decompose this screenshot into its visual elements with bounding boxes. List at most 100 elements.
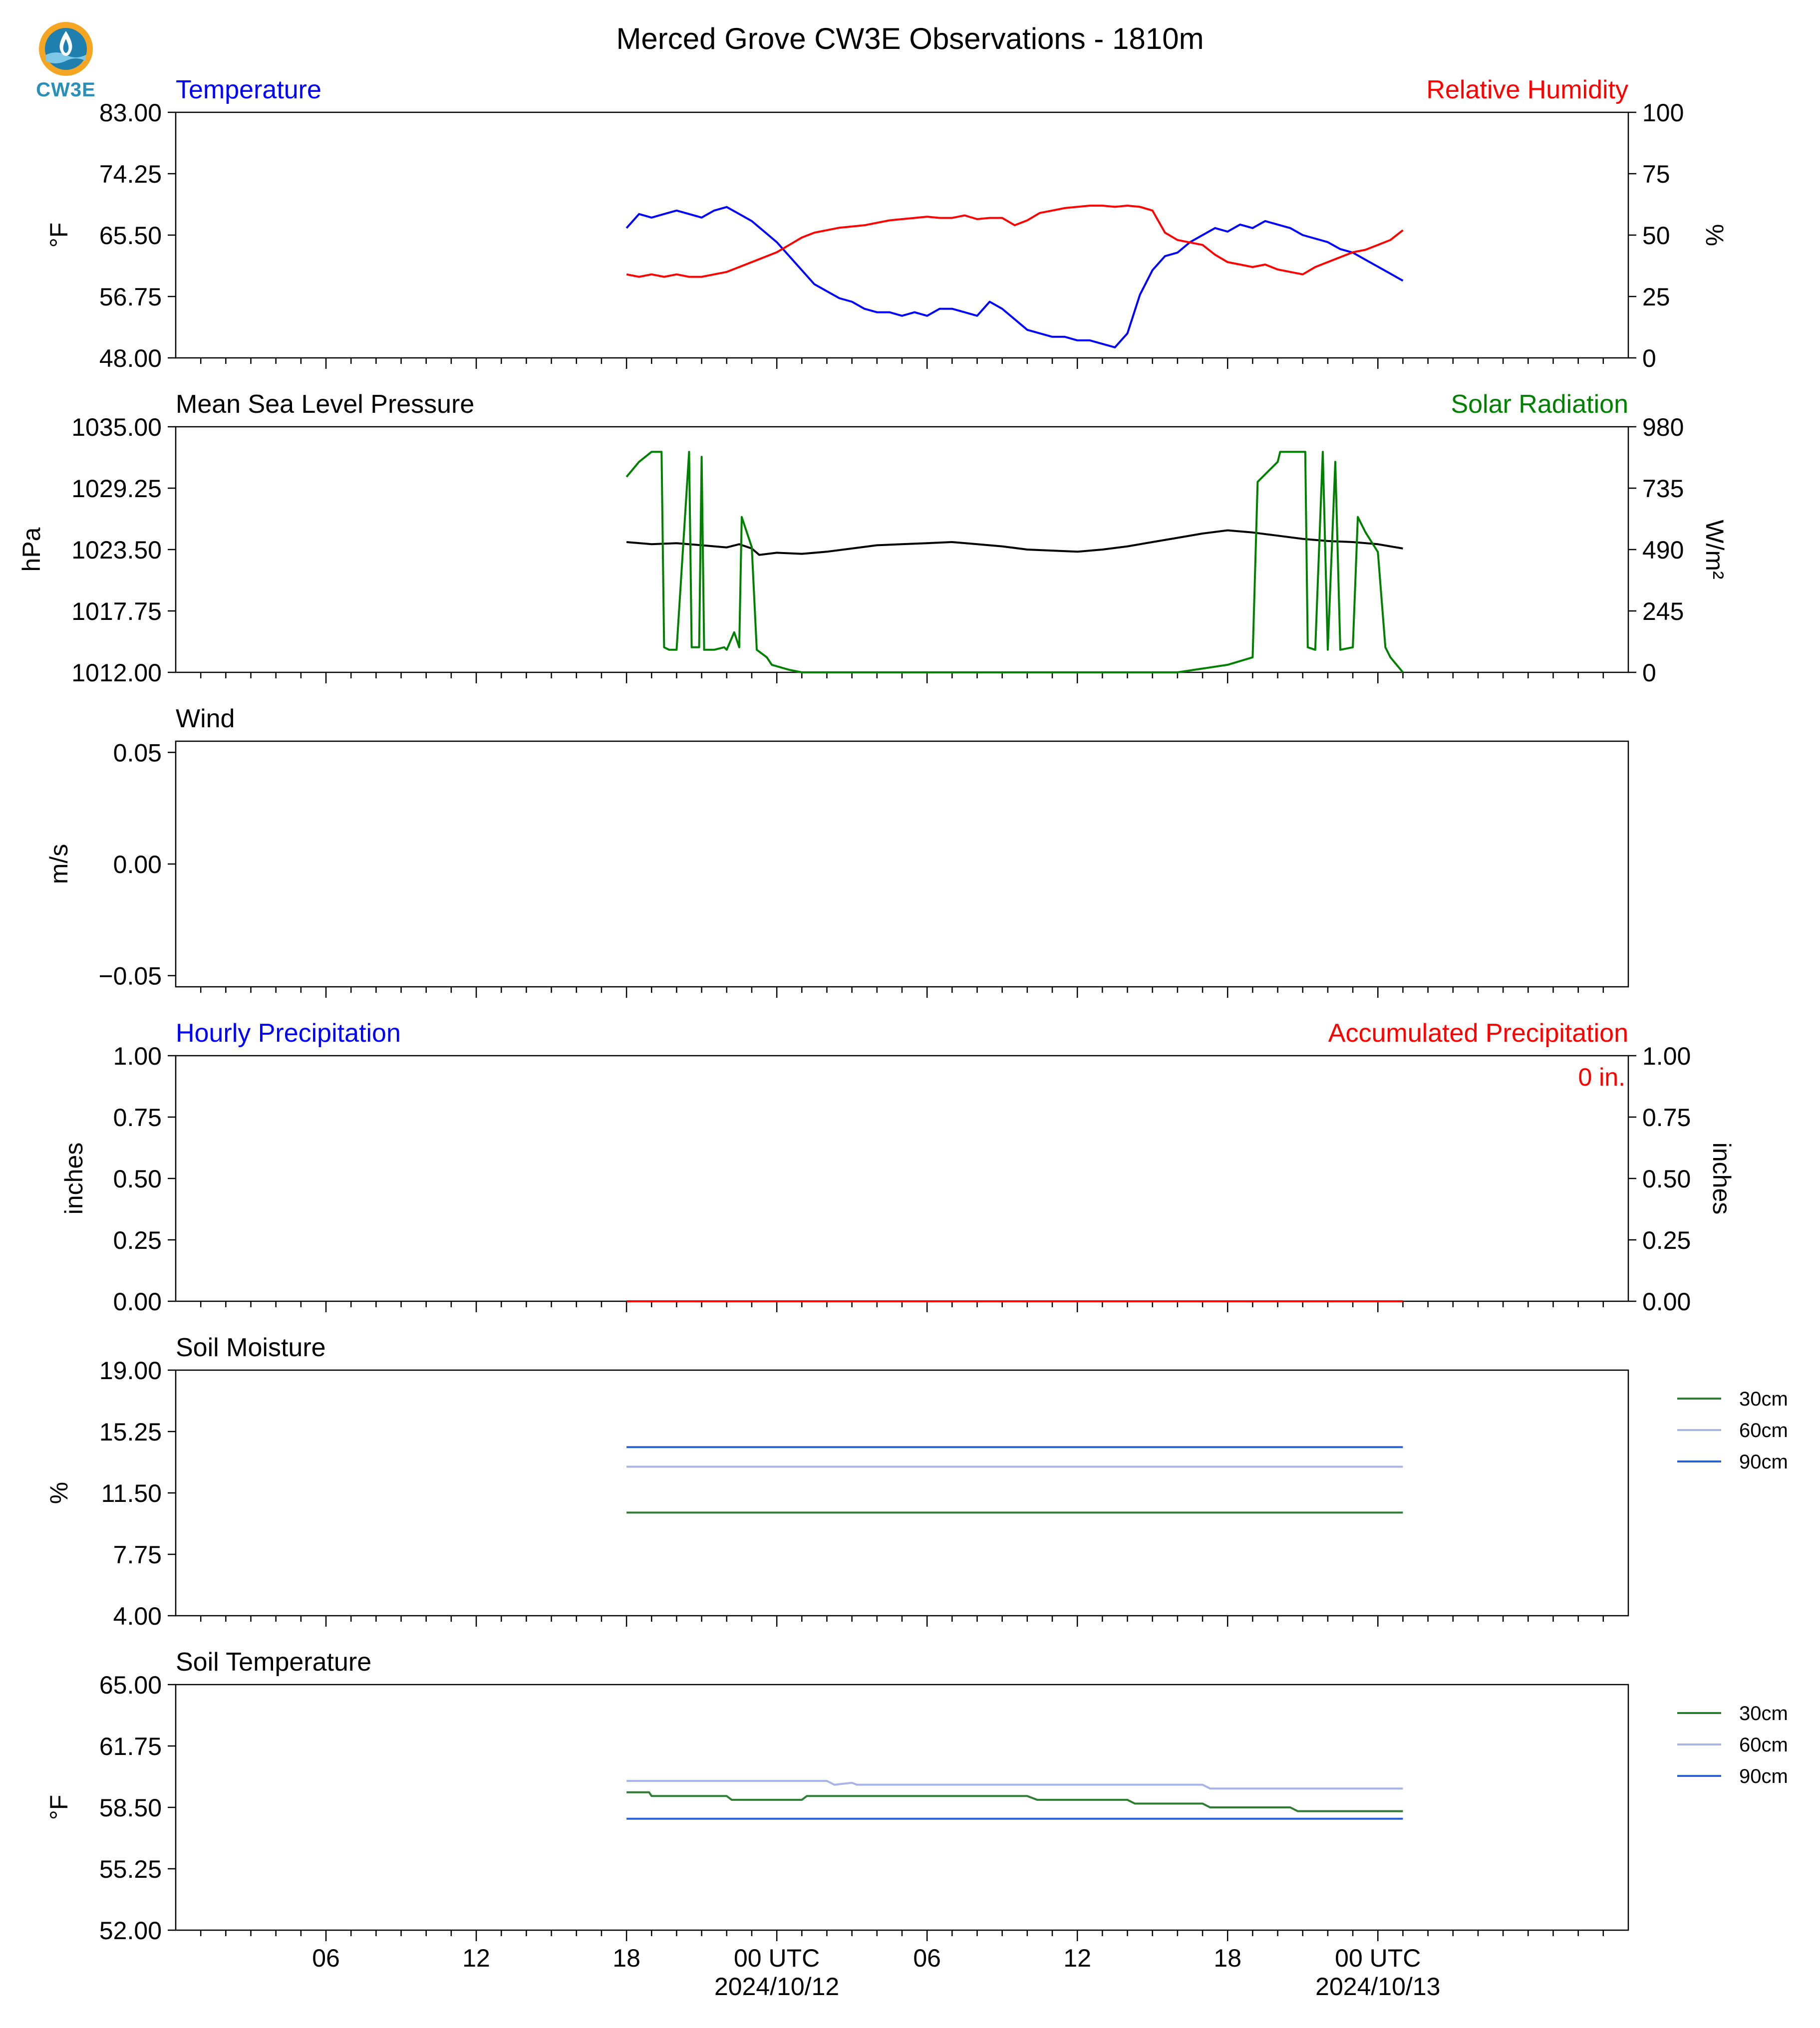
y-axis-right-label: inches	[1708, 1143, 1736, 1215]
y-axis-right-label: W/m²	[1701, 520, 1729, 579]
ytick-label: 11.50	[101, 1479, 162, 1507]
ytick-label: 7.75	[113, 1541, 162, 1569]
panel-title-left: Mean Sea Level Pressure	[176, 390, 474, 419]
ytick-right-label: 0.25	[1642, 1226, 1691, 1254]
xtick-date-label: 2024/10/13	[1315, 1973, 1440, 2001]
ytick-label: 65.00	[99, 1671, 162, 1699]
ytick-right-label: 0	[1642, 344, 1656, 372]
ytick-label: 65.50	[99, 222, 162, 250]
ytick-label: −0.05	[98, 962, 162, 990]
ytick-right-label: 490	[1642, 536, 1684, 564]
chart-panel-1: Mean Sea Level Pressure Solar Radiation 10…	[17, 390, 1729, 687]
series-line-mean-sea-level-pressure	[626, 529, 1403, 556]
figure-title: Merced Grove CW3E Observations - 1810m	[616, 22, 1204, 55]
ytick-right-label: 245	[1642, 597, 1684, 625]
ytick-label: 0.00	[113, 1288, 162, 1316]
ytick-label: 4.00	[113, 1602, 162, 1630]
series-line-relative-humidity	[626, 205, 1404, 278]
legend-label: 60cm	[1739, 1420, 1788, 1442]
plot-frame	[175, 740, 1629, 988]
xtick-date-label: 2024/10/12	[714, 1973, 839, 2001]
ytick-label: 1035.00	[71, 413, 162, 441]
panel-title-left: Hourly Precipitation	[176, 1019, 401, 1048]
ytick-right-label: 1.00	[1642, 1042, 1691, 1070]
cw3e-logo: CW3E	[31, 20, 101, 105]
plot-frame	[175, 111, 1629, 359]
legend-label: 90cm	[1739, 1451, 1788, 1473]
plot-frame	[175, 1369, 1629, 1617]
ytick-label: 83.00	[99, 99, 162, 127]
series-line-solar-radiation	[625, 451, 1404, 673]
panel-title-right: Relative Humidity	[1426, 75, 1628, 104]
logo-icon	[39, 22, 93, 76]
ytick-label: 0.75	[113, 1104, 162, 1132]
ytick-label: 74.25	[99, 160, 162, 188]
ytick-label: 58.50	[99, 1794, 162, 1822]
panel-title-left: Soil Moisture	[176, 1333, 326, 1362]
y-axis-label: inches	[60, 1143, 88, 1215]
xtick-label: 18	[1213, 1944, 1241, 1972]
ytick-right-label: 980	[1642, 413, 1684, 441]
chart-panel-2: Wind 0.05 0.00 −0.05 m/s	[45, 704, 1629, 998]
y-axis-label: hPa	[17, 527, 45, 572]
y-axis-label: m/s	[45, 844, 73, 884]
ytick-right-label: 735	[1642, 475, 1684, 503]
xtick-label: 06	[913, 1944, 941, 1972]
accumulated-annotation: 0 in.	[1578, 1063, 1625, 1091]
chart-panel-0: Temperature Relative Humidity 83.00 74.25 65…	[45, 75, 1729, 372]
y-axis-label: °F	[45, 1795, 73, 1820]
ytick-label: 48.00	[99, 344, 162, 372]
panels: Temperature Relative Humidity 83.00 74.25 65…	[17, 75, 1788, 1945]
xtick-label: 00 UTC	[1335, 1944, 1421, 1972]
chart-panel-4: Soil Moisture 19.00 15.25 11.50 7.75 4.00% 30c…	[45, 1333, 1788, 1630]
series-line-60cm	[626, 1780, 1403, 1790]
xtick-label: 00 UTC	[734, 1944, 820, 1972]
ytick-label: 1029.25	[71, 475, 162, 503]
ytick-right-label: 0	[1642, 659, 1656, 687]
xtick-label: 12	[462, 1944, 490, 1972]
plot-frame	[175, 426, 1629, 673]
xtick-label: 06	[312, 1944, 340, 1972]
plot-frame	[175, 1684, 1629, 1931]
ytick-right-label: 0.75	[1642, 1104, 1691, 1132]
ytick-label: 19.00	[99, 1357, 162, 1385]
panel-title-left: Soil Temperature	[176, 1648, 371, 1677]
y-axis-right-label: %	[1701, 224, 1729, 246]
panel-title-right: Accumulated Precipitation	[1328, 1019, 1628, 1048]
ytick-label: 61.75	[99, 1733, 162, 1760]
xtick-label: 12	[1063, 1944, 1091, 1972]
ytick-label: 0.25	[113, 1226, 162, 1254]
panel-title-left: Wind	[176, 704, 235, 733]
chart-panel-3: Hourly Precipitation Accumulated Precipit…	[60, 1019, 1736, 1316]
ytick-label: 0.50	[113, 1165, 162, 1193]
y-axis-label: °F	[45, 223, 73, 248]
ytick-right-label: 100	[1642, 99, 1684, 127]
legend-label: 30cm	[1739, 1703, 1788, 1725]
ytick-label: 1023.50	[71, 536, 162, 564]
legend-label: 60cm	[1739, 1734, 1788, 1756]
ytick-label: 56.75	[99, 283, 162, 311]
legend-label: 30cm	[1739, 1388, 1788, 1410]
logo-text: CW3E	[36, 79, 96, 101]
ytick-label: 0.05	[113, 739, 162, 767]
panel-title-left: Temperature	[176, 75, 321, 104]
panel-title-right: Solar Radiation	[1451, 390, 1628, 419]
legend-label: 90cm	[1739, 1765, 1788, 1787]
ytick-right-label: 75	[1642, 160, 1670, 188]
ytick-label: 1012.00	[71, 659, 162, 687]
ytick-label: 55.25	[99, 1855, 162, 1883]
ytick-right-label: 50	[1642, 222, 1670, 250]
chart-panel-5: Soil Temperature 65.00 61.75 58.50 55.25 52.0…	[45, 1648, 1788, 1945]
ytick-right-label: 0.50	[1642, 1165, 1691, 1193]
ytick-label: 52.00	[99, 1917, 162, 1945]
ytick-label: 15.25	[99, 1418, 162, 1446]
plot-frame	[175, 1055, 1629, 1302]
ytick-label: 1.00	[113, 1042, 162, 1070]
ytick-label: 0.00	[113, 851, 162, 878]
series-line-30cm	[626, 1791, 1403, 1812]
xtick-label: 18	[612, 1944, 640, 1972]
ytick-label: 1017.75	[71, 597, 162, 625]
ytick-right-label: 25	[1642, 283, 1670, 311]
